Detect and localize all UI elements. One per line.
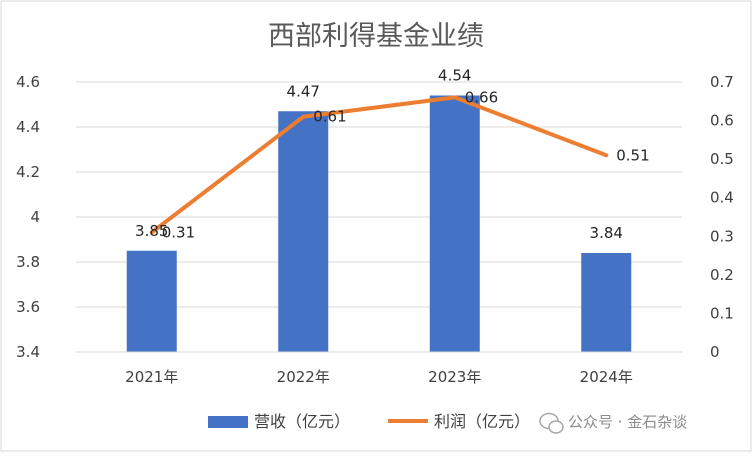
bar-series-revenue <box>126 95 632 352</box>
line-data-label: 0.61 <box>313 108 346 126</box>
bar-revenue <box>278 111 329 352</box>
right-tick-label: 0 <box>710 343 720 361</box>
watermark: 公众号 · 金石杂谈 <box>539 412 687 434</box>
bar-data-label: 4.54 <box>438 67 471 85</box>
legend-swatch-revenue <box>208 416 248 428</box>
watermark-text: 公众号 · 金石杂谈 <box>568 413 687 431</box>
right-tick-label: 0.4 <box>710 189 734 207</box>
x-tick-label: 2022年 <box>277 368 330 386</box>
right-axis-ticks: 0 0.1 0.2 0.3 0.4 0.5 0.6 0.7 <box>710 73 734 361</box>
right-tick-label: 0.1 <box>710 304 734 322</box>
wechat-icon <box>539 412 564 434</box>
left-tick-label: 3.8 <box>16 253 40 271</box>
bar-revenue <box>429 95 480 352</box>
bar-revenue <box>581 253 632 352</box>
x-tick-label: 2024年 <box>580 368 633 386</box>
left-axis-ticks: 3.4 3.6 3.8 4 4.2 4.4 4.6 <box>16 73 40 361</box>
bar-data-label: 4.47 <box>287 82 320 100</box>
left-tick-label: 3.6 <box>16 298 40 316</box>
bar-data-label: 3.85 <box>135 222 168 240</box>
right-tick-label: 0.6 <box>710 112 734 130</box>
line-profit <box>149 95 609 235</box>
x-tick-label: 2021年 <box>125 368 178 386</box>
legend: 营收（亿元） 利润（亿元） <box>208 412 530 431</box>
bar-data-label: 3.84 <box>590 224 623 242</box>
gridlines <box>76 81 682 308</box>
chart-title: 西部利得基金业绩 <box>268 21 484 52</box>
left-tick-label: 4 <box>30 208 40 226</box>
line-data-label: 0.51 <box>616 146 649 164</box>
bar-revenue <box>126 250 177 352</box>
x-axis-ticks: 2021年 2022年 2023年 2024年 <box>125 368 633 386</box>
line-series-profit <box>149 95 609 235</box>
right-tick-label: 0.5 <box>710 150 734 168</box>
left-tick-label: 4.6 <box>16 73 40 91</box>
line-data-label: 0.66 <box>465 88 498 106</box>
x-tick-label: 2023年 <box>428 368 481 386</box>
right-tick-label: 0.2 <box>710 266 734 284</box>
legend-label-revenue: 营收（亿元） <box>254 412 350 431</box>
left-tick-label: 4.4 <box>16 118 40 136</box>
legend-label-profit: 利润（亿元） <box>434 412 530 431</box>
left-tick-label: 3.4 <box>16 343 40 361</box>
left-tick-label: 4.2 <box>16 163 40 181</box>
line-data-label: 0.31 <box>162 223 195 241</box>
right-tick-label: 0.3 <box>710 227 734 245</box>
right-tick-label: 0.7 <box>710 73 734 91</box>
data-labels: 3.85 4.47 4.54 3.84 0.31 0.61 0.66 0.51 <box>135 67 650 243</box>
